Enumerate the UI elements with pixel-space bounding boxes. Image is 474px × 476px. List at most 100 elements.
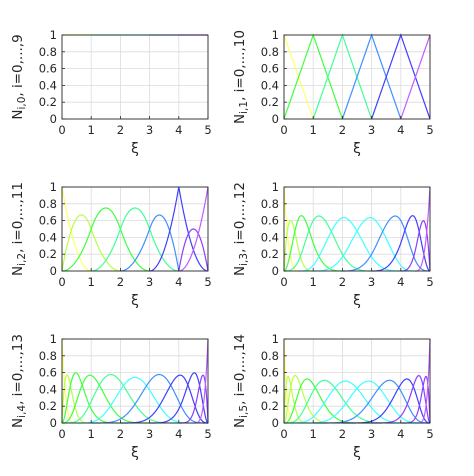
- basis-curve-6: [91, 373, 208, 424]
- basis-curve-5: [313, 217, 416, 272]
- x-axis-label: ξ: [131, 293, 139, 309]
- x-tick-label: 5: [204, 275, 211, 289]
- y-tick-label: 0.6: [261, 366, 279, 380]
- series-group: [283, 338, 431, 424]
- y-tick-label: 0.8: [39, 349, 57, 363]
- basis-curve-2: [61, 207, 150, 272]
- x-tick-label: 4: [397, 427, 404, 441]
- basis-curve-3: [91, 207, 179, 272]
- y-tick-label: 0.4: [39, 230, 57, 244]
- basis-curve-3: [62, 374, 150, 424]
- basis-curve-5: [284, 380, 416, 424]
- basis-curve-8: [400, 220, 431, 272]
- y-tick-label: 0.2: [261, 95, 279, 109]
- x-tick-label: 4: [397, 123, 404, 137]
- x-tick-label: 1: [310, 123, 317, 137]
- x-tick-label: 3: [368, 427, 375, 441]
- basis-curve-5: [400, 34, 431, 120]
- y-axis-label: Ni,2, i=0,...,11: [10, 182, 28, 276]
- x-tick-label: 2: [117, 123, 124, 137]
- y-tick-label: 0.8: [261, 349, 279, 363]
- x-tick-label: 5: [426, 275, 433, 289]
- x-tick-label: 3: [368, 275, 375, 289]
- y-axis-label: Ni,3, i=0,...,12: [232, 182, 250, 276]
- x-tick-label: 5: [204, 123, 211, 137]
- y-tick-label: 1: [50, 332, 57, 346]
- basis-curve-1: [283, 220, 314, 272]
- x-axis-label: ξ: [131, 141, 139, 157]
- y-tick-label: 1: [50, 28, 57, 42]
- basis-curve-4: [298, 217, 401, 272]
- y-tick-label: 0: [272, 416, 279, 430]
- axes-frame: [61, 338, 209, 424]
- x-tick-label: 2: [339, 123, 346, 137]
- series-group: [61, 186, 209, 272]
- y-tick-label: 0.2: [39, 399, 57, 413]
- x-axis-label: ξ: [353, 141, 361, 157]
- x-tick-label: 1: [310, 275, 317, 289]
- x-tick-label: 2: [117, 427, 124, 441]
- axes-frame: [61, 34, 209, 120]
- y-tick-label: 0.6: [39, 214, 57, 228]
- y-tick-label: 0.2: [261, 247, 279, 261]
- x-tick-label: 1: [88, 427, 95, 441]
- grid: [61, 34, 209, 120]
- x-tick-label: 2: [117, 275, 124, 289]
- y-tick-label: 0.8: [261, 197, 279, 211]
- y-tick-label: 0.4: [261, 78, 279, 92]
- basis-curve-0: [61, 186, 92, 272]
- axes-frame: [283, 186, 431, 272]
- basis-curve-4: [62, 373, 179, 424]
- x-tick-label: 0: [280, 123, 287, 137]
- series-group: [283, 186, 431, 272]
- series-group: [283, 33, 431, 120]
- basis-curve-6: [342, 215, 430, 272]
- x-tick-label: 2: [339, 275, 346, 289]
- basis-curve-6: [178, 228, 209, 272]
- x-tick-label: 0: [58, 427, 65, 441]
- x-tick-label: 5: [204, 427, 211, 441]
- y-tick-label: 0: [50, 112, 57, 126]
- axes-frame: [283, 34, 431, 120]
- x-tick-label: 0: [280, 275, 287, 289]
- y-axis-label: Ni,5, i=0,...,14: [232, 334, 250, 428]
- y-tick-label: 0.2: [261, 399, 279, 413]
- basis-curve-5: [76, 376, 194, 424]
- series-group: [61, 338, 209, 424]
- x-tick-label: 1: [310, 427, 317, 441]
- x-tick-label: 4: [175, 123, 182, 137]
- x-tick-label: 5: [426, 427, 433, 441]
- y-tick-label: 0.4: [39, 78, 57, 92]
- y-tick-label: 1: [50, 180, 57, 194]
- y-tick-label: 0.8: [39, 197, 57, 211]
- basis-curve-4: [120, 214, 180, 272]
- x-tick-label: 5: [426, 123, 433, 137]
- x-tick-label: 3: [146, 123, 153, 137]
- y-tick-label: 0.2: [39, 95, 57, 109]
- y-tick-label: 0.4: [39, 382, 57, 396]
- x-tick-label: 3: [146, 427, 153, 441]
- basis-curve-7: [178, 186, 209, 272]
- x-tick-label: 0: [280, 427, 287, 441]
- y-tick-label: 0.8: [39, 45, 57, 59]
- x-tick-label: 0: [58, 275, 65, 289]
- y-tick-label: 0.6: [39, 62, 57, 76]
- y-tick-label: 0.4: [261, 230, 279, 244]
- y-tick-label: 0.4: [261, 382, 279, 396]
- x-axis-label: ξ: [131, 445, 139, 461]
- axes-frame: [283, 338, 431, 424]
- y-tick-label: 0: [50, 264, 57, 278]
- basis-curve-6: [298, 380, 430, 424]
- y-tick-label: 1: [272, 180, 279, 194]
- y-tick-label: 0.6: [39, 366, 57, 380]
- grid: [283, 186, 431, 272]
- y-tick-label: 0.2: [39, 247, 57, 261]
- basis-curve-0: [283, 186, 299, 272]
- basis-curve-2: [283, 215, 343, 272]
- x-axis-label: ξ: [353, 293, 361, 309]
- x-tick-label: 3: [146, 275, 153, 289]
